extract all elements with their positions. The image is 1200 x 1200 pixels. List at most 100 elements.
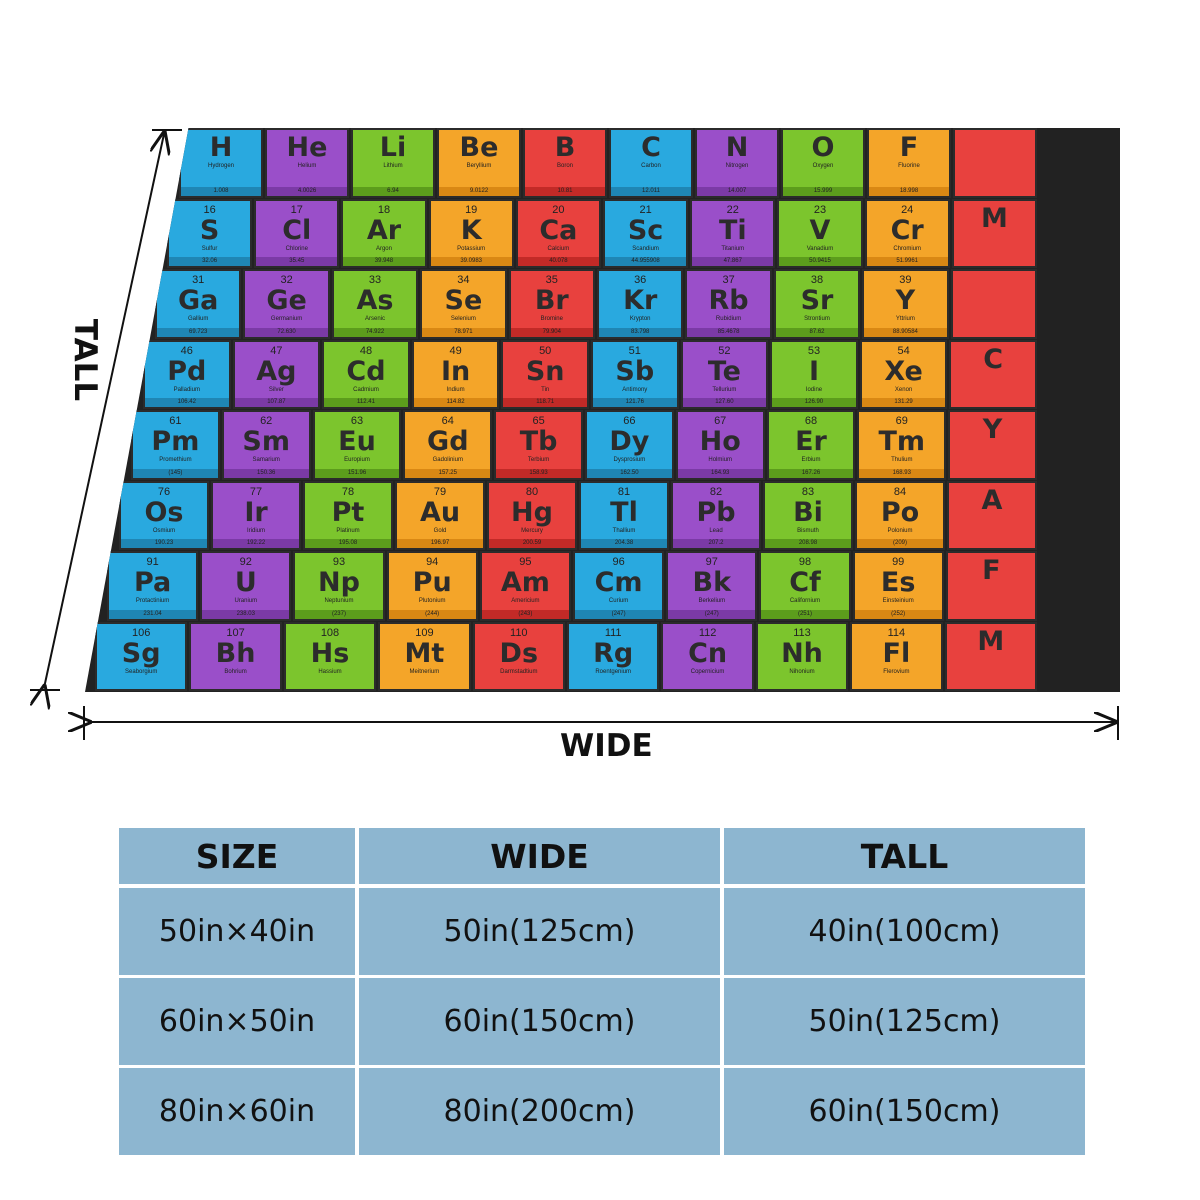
element-number: 50 — [539, 344, 552, 357]
element-mass: (237) — [295, 609, 383, 619]
element-name: Arsenic — [364, 316, 385, 322]
element-row: 76 Os Osmium 190.23 77 Ir Iridium 192.22 78 Pt Pla… — [85, 480, 1120, 552]
element-tile: 52 Te Tellurium 127.60 — [680, 339, 769, 409]
element-name: Chlorine — [285, 245, 308, 252]
element-name: Berkelium — [698, 598, 726, 604]
element-symbol: Mt — [404, 637, 445, 669]
element-name: Beryllium — [466, 163, 492, 169]
element-symbol: Os — [144, 496, 184, 528]
table-cell: 60in(150cm) — [359, 978, 720, 1065]
element-tile: C — [949, 339, 1037, 409]
element-tile: A — [947, 480, 1037, 550]
element-mass: 200.59 — [489, 539, 575, 548]
element-tile: 33 As Arsenic 74.922 — [331, 269, 419, 339]
element-mass: 208.98 — [765, 539, 851, 548]
element-mass: 10.81 — [525, 186, 605, 196]
element-tile: 110 Ds Darmstadtium — [472, 621, 565, 691]
element-number: 21 — [639, 203, 652, 216]
element-tile: 79 Au Gold 196.97 — [395, 480, 485, 550]
element-number: 79 — [433, 485, 447, 498]
element-tile: M — [944, 621, 1037, 691]
element-name: Hassium — [318, 668, 342, 675]
element-mass: 190.23 — [121, 539, 207, 548]
element-tile: 67 Ho Holmium 164.93 — [675, 410, 765, 480]
element-name: Gallium — [188, 316, 209, 322]
element-number: 34 — [457, 274, 470, 286]
element-name: Plutonium — [418, 598, 446, 604]
element-tile: 81 Tl Thallium 204.38 — [579, 480, 669, 550]
element-mass: (247) — [575, 609, 663, 619]
element-symbol: Sr — [800, 285, 834, 316]
element-mass: 127.60 — [682, 398, 767, 407]
element-row: 106 Sg Seaborgium 107 Bh Bohrium 108 Hs Hassium 1… — [85, 621, 1120, 693]
element-number: 67 — [714, 415, 727, 427]
element-name: Carbon — [641, 163, 661, 169]
element-symbol: Cf — [789, 567, 821, 598]
element-mass: 121.76 — [593, 398, 677, 407]
element-number: 19 — [465, 203, 478, 216]
element-symbol: Te — [707, 355, 741, 387]
element-number: 106 — [132, 626, 151, 639]
element-symbol: Ca — [539, 214, 578, 246]
element-tile: H Hydrogen 1.008 — [179, 128, 263, 198]
element-number: 111 — [604, 626, 622, 639]
element-name: Flerovium — [883, 668, 910, 675]
element-symbol: Xe — [884, 355, 923, 387]
element-name: Curium — [608, 598, 629, 604]
element-name: Xenon — [894, 386, 913, 393]
element-number: 78 — [341, 485, 355, 498]
element-name: Gadolinium — [432, 457, 463, 463]
element-mass: 112.41 — [324, 398, 408, 407]
element-number: 52 — [718, 344, 731, 357]
element-tile: Be Beryllium 9.0122 — [437, 128, 521, 198]
element-tile: 21 Sc Scandium 44.955908 — [603, 198, 689, 268]
element-number: 82 — [709, 485, 723, 498]
element-name: Krypton — [629, 316, 651, 322]
element-name: Helium — [297, 163, 317, 169]
element-number: 16 — [203, 203, 216, 216]
element-number: 114 — [887, 626, 906, 639]
element-symbol: Ag — [256, 355, 297, 387]
tall-label: TALL — [67, 318, 104, 402]
element-mass: 231.04 — [109, 609, 197, 619]
element-name: Nihonium — [789, 668, 815, 675]
element-mass: 106.42 — [145, 398, 229, 407]
element-tile: 64 Gd Gadolinium 157.25 — [403, 410, 493, 480]
element-number: 38 — [810, 274, 824, 286]
element-number: 98 — [798, 556, 812, 568]
element-tile: 49 In Indium 114.82 — [411, 339, 500, 409]
element-name: Uranium — [234, 598, 258, 604]
element-symbol: M — [977, 625, 1005, 657]
element-symbol: Cd — [346, 355, 386, 387]
periodic-table-blanket: H Hydrogen 1.008 He Helium 4.0026 Li Lithium 6.9… — [85, 128, 1120, 692]
element-name: Terbium — [527, 457, 550, 463]
element-mass: 32.06 — [169, 257, 251, 266]
element-number: 23 — [813, 203, 827, 216]
element-number: 47 — [270, 344, 283, 357]
element-mass: 195.08 — [305, 539, 391, 548]
element-tile: N Nitrogen 14.007 — [695, 128, 779, 198]
element-tile: 50 Sn Tin 118.71 — [501, 339, 589, 409]
element-mass: 167.26 — [768, 468, 854, 478]
element-number: 109 — [415, 626, 434, 639]
element-number: 97 — [705, 556, 718, 568]
element-number: 77 — [249, 485, 263, 498]
element-number: 83 — [801, 485, 815, 498]
element-symbol: Y — [982, 414, 1003, 445]
element-symbol: F — [982, 555, 1001, 586]
element-tile: 19 K Potassium 39.0983 — [428, 198, 514, 268]
element-symbol: Cn — [688, 637, 728, 669]
element-mass: 88.90584 — [864, 327, 947, 337]
element-tile: Li Lithium 6.94 — [351, 128, 435, 198]
element-name: Lead — [709, 527, 723, 534]
element-mass: (252) — [854, 609, 942, 619]
element-tile: 16 S Sulfur 32.06 — [167, 198, 253, 268]
element-symbol: Po — [880, 496, 920, 528]
element-mass: 12.011 — [611, 186, 691, 196]
element-row: 61 Pm Promethium (145) 62 Sm Samarium 150.36 63 E… — [85, 410, 1120, 481]
element-symbol: Tb — [519, 426, 558, 457]
element-symbol: Au — [419, 496, 461, 528]
element-mass: 118.71 — [503, 398, 587, 407]
element-name: Californium — [789, 598, 821, 604]
element-tile: 99 Es Einsteinium (252) — [852, 551, 944, 621]
